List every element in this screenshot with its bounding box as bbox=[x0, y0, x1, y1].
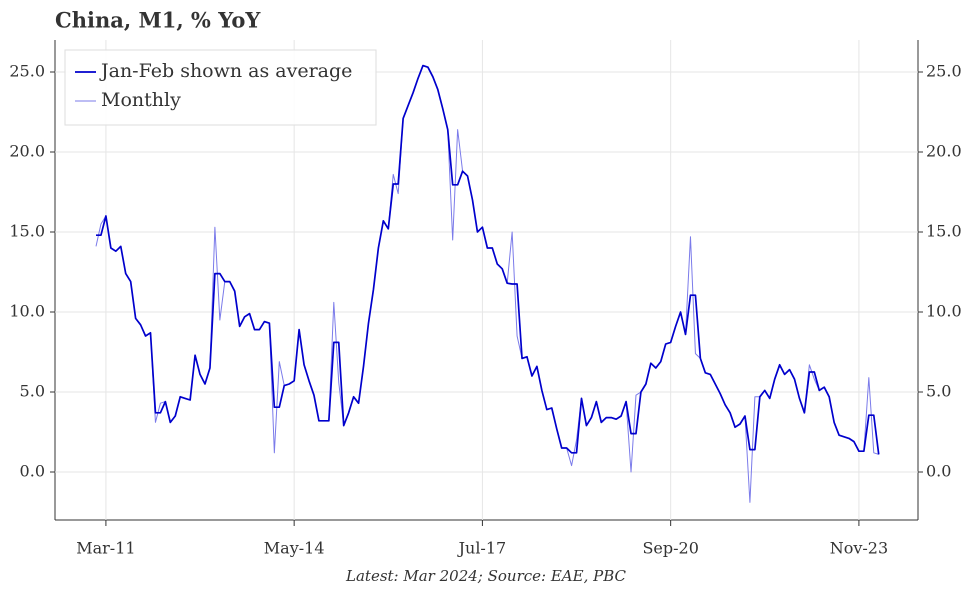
legend-box bbox=[64, 49, 377, 126]
y-tick-label: 5.0 bbox=[20, 382, 45, 401]
y-tick-label: 10.0 bbox=[9, 302, 45, 321]
y2-tick-label: 15.0 bbox=[926, 222, 962, 241]
y2-tick-label: 25.0 bbox=[926, 62, 962, 81]
chart-title: China, M1, % YoY bbox=[55, 8, 261, 33]
y-tick-label: 20.0 bbox=[9, 142, 45, 161]
y-tick-label: 25.0 bbox=[9, 62, 45, 81]
y-tick-label: 15.0 bbox=[9, 222, 45, 241]
series-line bbox=[96, 64, 880, 455]
y2-tick-label: 5.0 bbox=[926, 382, 951, 401]
x-tick-label: May-14 bbox=[264, 539, 325, 558]
x-tick-label: Mar-11 bbox=[76, 539, 135, 558]
y-tick-label: 0.0 bbox=[20, 462, 45, 481]
x-tick-label: Jul-17 bbox=[457, 539, 507, 558]
y2-tick-label: 0.0 bbox=[926, 462, 951, 481]
y2-tick-label: 10.0 bbox=[926, 302, 962, 321]
x-tick-label: Sep-20 bbox=[642, 539, 698, 558]
legend-label: Jan-Feb shown as average bbox=[99, 60, 352, 82]
y2-tick-label: 20.0 bbox=[926, 142, 962, 161]
legend-label: Monthly bbox=[101, 89, 181, 111]
x-tick-label: Nov-23 bbox=[830, 539, 888, 558]
footnote: Latest: Mar 2024; Source: EAE, PBC bbox=[345, 567, 626, 585]
